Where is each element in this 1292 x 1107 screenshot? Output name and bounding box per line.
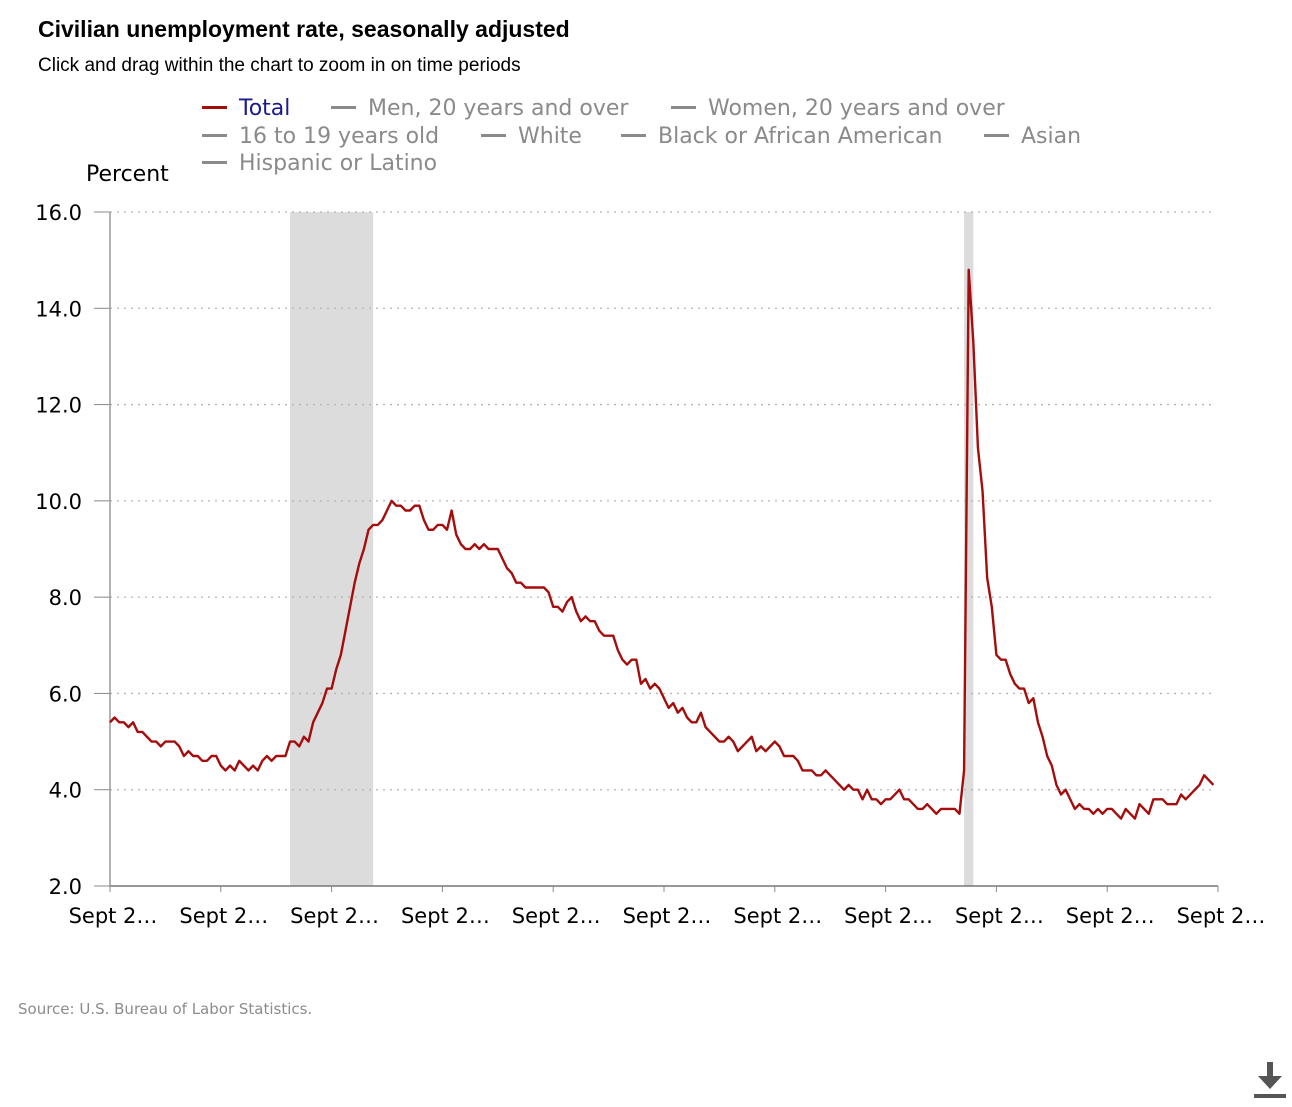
series-line-total xyxy=(109,268,1215,820)
legend-swatch xyxy=(984,133,1009,137)
x-tick-label: Sept 2… xyxy=(512,904,601,928)
x-tick-label: Sept 2… xyxy=(844,904,933,928)
legend-label: Black or African American xyxy=(658,124,943,149)
legend-item-asian[interactable]: Asian xyxy=(984,124,1081,149)
legend-label: 16 to 19 years old xyxy=(239,124,440,149)
legend-label: Hispanic or Latino xyxy=(239,151,438,176)
chart-title: Civilian unemployment rate, seasonally a… xyxy=(38,16,570,42)
source-note: Source: U.S. Bureau of Labor Statistics. xyxy=(18,1000,313,1018)
y-tick-label: 10.0 xyxy=(35,490,82,514)
x-tick-label: Sept 2… xyxy=(1177,904,1266,928)
x-tick-label: Sept 2… xyxy=(733,904,822,928)
chart-subtitle: Click and drag within the chart to zoom … xyxy=(38,55,521,76)
recession-band xyxy=(290,212,374,886)
legend-swatch xyxy=(671,105,696,109)
legend-label: White xyxy=(518,124,582,149)
y-tick-label: 6.0 xyxy=(49,682,82,706)
legend-label: Asian xyxy=(1021,124,1082,149)
x-tick-label: Sept 2… xyxy=(1066,904,1155,928)
legend-item-men[interactable]: Men, 20 years and over xyxy=(331,96,628,121)
download-icon xyxy=(1254,1062,1286,1098)
legend-swatch xyxy=(202,160,227,164)
legend-label: Men, 20 years and over xyxy=(368,96,629,121)
x-tick-label: Sept 2… xyxy=(955,904,1044,928)
legend-item-hispanic[interactable]: Hispanic or Latino xyxy=(202,151,437,176)
y-axis-label: Percent xyxy=(86,162,169,187)
legend-swatch xyxy=(331,105,356,109)
download-button[interactable] xyxy=(1250,1060,1290,1102)
recession-band xyxy=(964,212,974,886)
legend-swatch xyxy=(481,133,506,137)
legend-label: Total xyxy=(239,96,291,121)
y-tick-label: 4.0 xyxy=(49,779,82,803)
legend-item-white[interactable]: White xyxy=(481,124,582,149)
legend-item-black[interactable]: Black or African American xyxy=(621,124,942,149)
legend-label: Women, 20 years and over xyxy=(708,96,1005,121)
legend-item-16-to-19[interactable]: 16 to 19 years old xyxy=(202,124,439,149)
y-tick-label: 8.0 xyxy=(49,586,82,610)
legend-swatch xyxy=(202,105,227,109)
legend-swatch xyxy=(621,133,646,137)
legend-item-total[interactable]: Total xyxy=(202,96,290,121)
y-tick-label: 16.0 xyxy=(35,201,82,225)
x-tick-label: Sept 2… xyxy=(401,904,490,928)
y-tick-label: 14.0 xyxy=(35,297,82,321)
y-tick-label: 12.0 xyxy=(35,394,82,418)
x-tick-label: Sept 2… xyxy=(623,904,712,928)
x-tick-label: Sept 2… xyxy=(179,904,268,928)
legend-swatch xyxy=(202,133,227,137)
y-tick-label: 2.0 xyxy=(49,875,82,899)
line-chart[interactable]: 2.0 4.0 6.0 8.0 10.0 12.0 14.0 16.0 Sept 2… Sept … xyxy=(0,0,1292,960)
legend-item-women[interactable]: Women, 20 years and over xyxy=(671,96,1005,121)
x-tick-label: Sept 2… xyxy=(69,904,158,928)
x-tick-label: Sept 2… xyxy=(290,904,379,928)
